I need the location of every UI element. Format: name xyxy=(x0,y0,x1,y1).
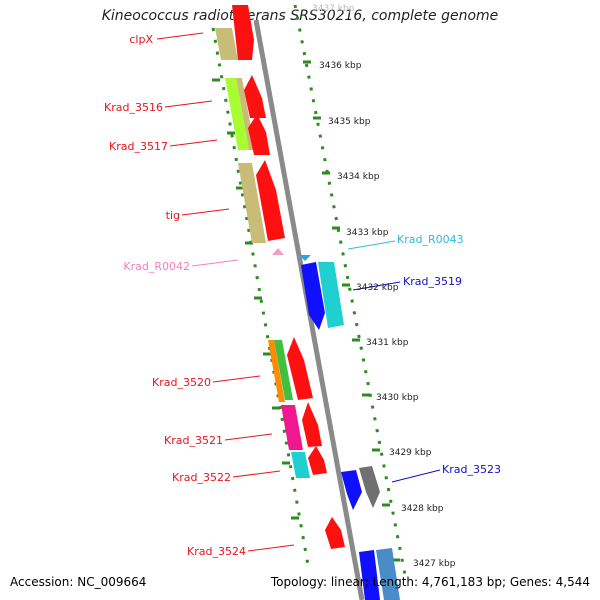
label-tig: tig xyxy=(166,209,180,222)
label-krad-3521: Krad_3521 xyxy=(164,434,223,447)
gene-krad-3523-cog-box xyxy=(359,466,380,508)
rna-krad-r0042-marker xyxy=(272,248,284,255)
scale-label: 3434 kbp xyxy=(337,172,380,182)
scale-label: 3427 kbp xyxy=(413,559,456,569)
cog-boxes xyxy=(215,28,310,478)
gene-krad-3516-cog-box xyxy=(225,78,249,150)
gene-clpX-arrow xyxy=(232,5,254,60)
scale-label: 3428 kbp xyxy=(401,504,444,514)
label-krad-3516: Krad_3516 xyxy=(104,101,163,114)
gene-krad-3520-arrow xyxy=(287,337,313,400)
label-krad-3524: Krad_3524 xyxy=(187,545,246,558)
cds-arrows-reverse xyxy=(299,255,400,600)
map-title: Kineococcus radiotolerans SRS30216, comp… xyxy=(101,8,499,24)
label-krad-3519: Krad_3519 xyxy=(403,275,462,288)
gene-krad-3524-arrow xyxy=(325,517,345,549)
label-krad-r0042: Krad_R0042 xyxy=(123,260,190,273)
right-labels: Krad_R0043 Krad_3519 Krad_3523 xyxy=(397,233,501,476)
label-clpX: clpX xyxy=(129,33,153,46)
gene-tig-arrow xyxy=(256,160,285,241)
gene-next-cog-box xyxy=(376,548,400,600)
scale-label: 3429 kbp xyxy=(389,448,432,458)
scale-label: 3430 kbp xyxy=(376,393,419,403)
scale-label: 3436 kbp xyxy=(319,61,362,71)
label-krad-3517: Krad_3517 xyxy=(109,140,168,153)
scale-label: 3437 kbp xyxy=(312,4,355,14)
gene-clpX-cog-box xyxy=(215,28,238,60)
gene-krad-3521-cog-box xyxy=(281,405,303,450)
gene-krad-3522-arrow xyxy=(308,446,327,475)
scale-label: 3435 kbp xyxy=(328,117,371,127)
rna-krad-r0043-marker xyxy=(299,255,311,261)
label-krad-3523: Krad_3523 xyxy=(442,463,501,476)
leader-lines xyxy=(156,32,441,552)
gene-krad-3517-arrow xyxy=(248,114,270,155)
gene-krad-3522-cog-box xyxy=(291,452,310,478)
gene-krad-3521-arrow xyxy=(302,402,322,447)
gene-krad-3520-cog-box-green xyxy=(274,340,293,400)
cds-arrows-forward xyxy=(232,5,345,549)
gene-krad-3519-cog-box xyxy=(318,262,344,328)
gene-krad-3519-arrow-blue xyxy=(301,262,325,330)
genome-summary-text: Topology: linear; Length: 4,761,183 bp; … xyxy=(270,575,590,589)
scale-labels: 3437 kbp 3436 kbp 3435 kbp 3434 kbp 3433… xyxy=(312,4,456,569)
label-krad-r0043: Krad_R0043 xyxy=(397,233,464,246)
gene-krad-3523-arrow-blue xyxy=(341,470,362,510)
left-labels: clpX Krad_3516 Krad_3517 tig Krad_R0042 … xyxy=(104,33,246,558)
label-krad-3522: Krad_3522 xyxy=(172,471,231,484)
right-major-ticks xyxy=(303,60,400,562)
scale-label: 3431 kbp xyxy=(366,338,409,348)
gene-next-arrow-blue xyxy=(359,550,380,600)
gene-krad-3520-cog-box-orange xyxy=(268,340,285,402)
right-tick-rail xyxy=(293,4,407,576)
accession-text: Accession: NC_009664 xyxy=(10,575,147,589)
gene-tig-cog-box xyxy=(238,163,266,243)
gene-krad-3516-arrow xyxy=(244,75,266,118)
scale-label: 3432 kbp xyxy=(356,283,399,293)
label-krad-3520: Krad_3520 xyxy=(152,376,211,389)
scale-label: 3433 kbp xyxy=(346,228,389,238)
